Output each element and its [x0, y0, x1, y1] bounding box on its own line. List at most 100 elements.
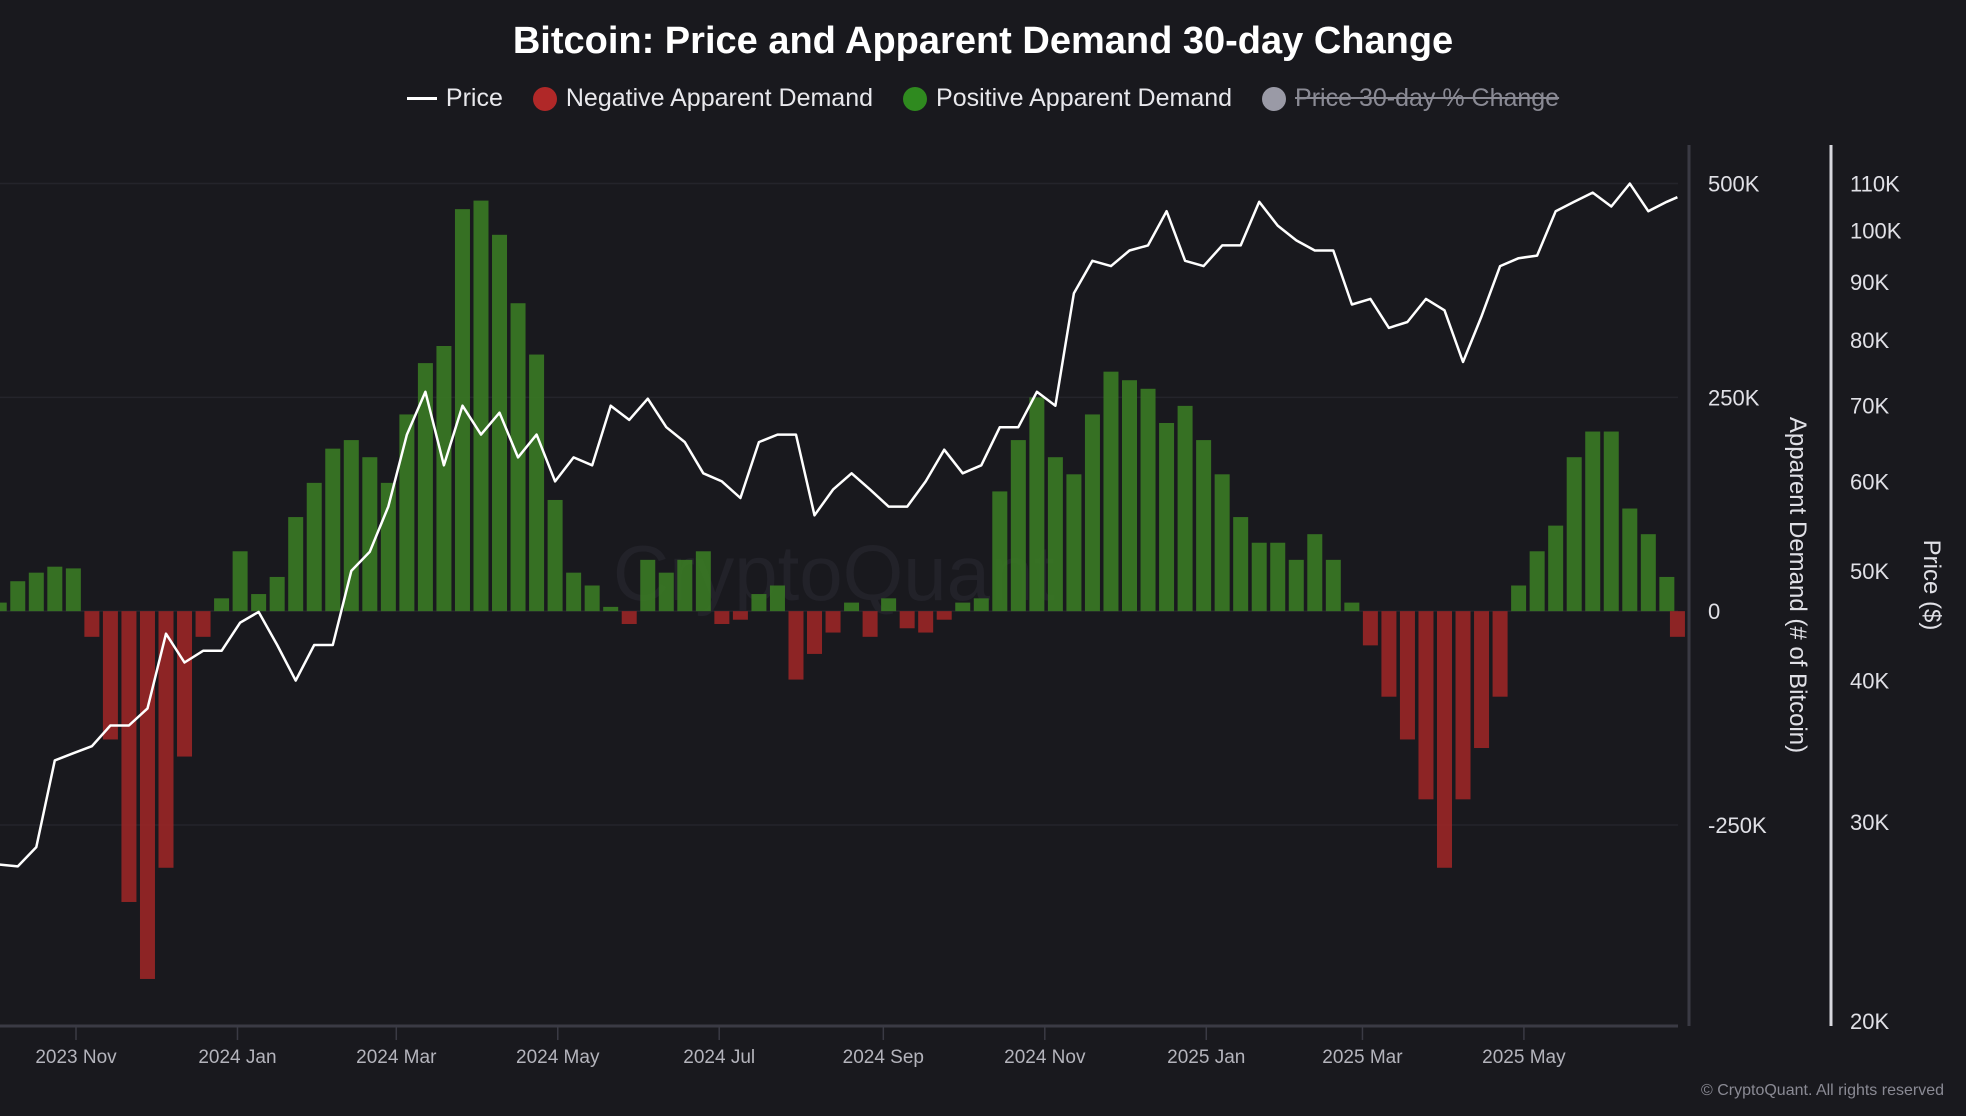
gridlines	[0, 182, 1678, 1028]
price-series	[0, 182, 1678, 868]
legend: Price Negative Apparent Demand Positive …	[0, 84, 1966, 113]
x-axis: 2023 Nov 2024 Jan 2024 Mar 2024 May 2024 Jul…	[35, 1026, 1566, 1068]
x-tick-label: 2025 Mar	[1322, 1047, 1403, 1068]
green-circle-icon	[903, 86, 928, 111]
positive-demand-bar	[881, 598, 897, 612]
demand-bars	[0, 200, 1685, 979]
price-tick-label: 80K	[1850, 328, 1889, 353]
positive-demand-bar	[1548, 525, 1564, 612]
x-tick-label: 2024 Jul	[683, 1047, 755, 1068]
demand-tick-label: 250K	[1708, 385, 1760, 410]
x-tick-label: 2024 Sep	[843, 1047, 924, 1068]
positive-demand-bar	[325, 448, 341, 612]
price-tick-label: 90K	[1850, 270, 1889, 295]
positive-demand-bar	[603, 606, 619, 612]
positive-demand-bar	[454, 209, 470, 612]
negative-demand-bar	[1436, 611, 1452, 868]
positive-demand-bar	[436, 346, 452, 612]
positive-demand-bar	[1214, 474, 1230, 612]
price-line	[0, 182, 1678, 868]
x-tick-label: 2024 Nov	[1004, 1047, 1086, 1068]
positive-demand-bar	[1511, 585, 1527, 612]
negative-demand-bar	[139, 611, 155, 979]
legend-label: Price 30-day % Change	[1295, 84, 1560, 112]
positive-demand-bar	[1010, 440, 1026, 612]
positive-demand-bar	[547, 499, 563, 612]
positive-demand-bar	[1140, 388, 1156, 612]
negative-demand-bar	[195, 611, 211, 637]
demand-tick-label: -250K	[1708, 813, 1767, 838]
positive-demand-bar	[566, 572, 582, 612]
positive-demand-bar	[1307, 534, 1323, 612]
negative-demand-bar	[1669, 611, 1685, 637]
copyright: © CryptoQuant. All rights reserved	[1701, 1082, 1944, 1099]
negative-demand-bar	[1362, 611, 1378, 646]
positive-demand-bar	[1084, 414, 1100, 612]
negative-demand-bar	[1455, 611, 1471, 800]
price-tick-label: 60K	[1850, 469, 1889, 494]
positive-demand-bar	[1659, 576, 1675, 612]
positive-demand-bar	[1103, 371, 1119, 612]
positive-demand-bar	[658, 572, 674, 612]
positive-demand-bar	[269, 576, 285, 612]
positive-demand-bar	[0, 602, 7, 612]
legend-label: Price	[445, 84, 503, 112]
positive-demand-bar	[529, 354, 545, 612]
positive-demand-bar	[1288, 559, 1304, 612]
negative-demand-bar	[899, 611, 915, 629]
demand-tick-label: 500K	[1708, 171, 1760, 196]
positive-demand-bar	[362, 457, 378, 612]
negative-demand-bar	[621, 611, 637, 624]
legend-item-positive-demand[interactable]: Positive Apparent Demand	[903, 84, 1232, 113]
price-axis-title: Price ($)	[1918, 540, 1945, 631]
positive-demand-bar	[1122, 380, 1138, 612]
x-tick-label: 2025 Jan	[1167, 1047, 1245, 1068]
positive-demand-bar	[28, 572, 44, 612]
x-tick-label: 2024 Mar	[356, 1047, 437, 1068]
x-tick-label: 2023 Nov	[35, 1047, 117, 1068]
legend-item-price-change-disabled[interactable]: Price 30-day % Change	[1262, 84, 1559, 113]
legend-item-price[interactable]: Price	[406, 84, 503, 113]
legend-item-negative-demand[interactable]: Negative Apparent Demand	[532, 84, 874, 113]
legend-label: Positive Apparent Demand	[936, 84, 1233, 112]
positive-demand-bar	[1585, 431, 1601, 612]
positive-demand-bar	[1177, 405, 1193, 612]
positive-demand-bar	[992, 491, 1008, 612]
positive-demand-bar	[1640, 534, 1656, 612]
negative-demand-bar	[1381, 611, 1397, 697]
positive-demand-bar	[1159, 422, 1175, 612]
positive-demand-bar	[769, 585, 785, 612]
negative-demand-bar	[1399, 611, 1415, 740]
positive-demand-bar	[955, 602, 971, 612]
price-tick-label: 20K	[1850, 1009, 1889, 1034]
positive-demand-bar	[1566, 457, 1582, 612]
negative-demand-bar	[825, 611, 841, 633]
positive-demand-bar	[306, 482, 322, 612]
positive-demand-bar	[1622, 508, 1638, 612]
negative-demand-bar	[1418, 611, 1434, 800]
negative-demand-bar	[807, 611, 823, 654]
positive-demand-bar	[65, 568, 81, 612]
positive-demand-bar	[1196, 440, 1212, 612]
legend-label: Negative Apparent Demand	[565, 84, 874, 112]
red-circle-icon	[532, 86, 557, 111]
positive-demand-bar	[232, 551, 248, 612]
positive-demand-bar	[251, 594, 267, 612]
negative-demand-bar	[102, 611, 118, 740]
positive-demand-bar	[1325, 559, 1341, 612]
price-tick-label: 70K	[1850, 394, 1889, 419]
price-tick-label: 40K	[1850, 669, 1889, 694]
positive-demand-bar	[214, 598, 230, 612]
negative-demand-bar	[714, 611, 730, 624]
positive-demand-bar	[640, 559, 656, 612]
price-tick-label: 110K	[1850, 172, 1900, 197]
negative-demand-bar	[158, 611, 174, 868]
demand-tick-label: 0	[1708, 599, 1720, 624]
x-tick-label: 2024 May	[516, 1047, 600, 1068]
positive-demand-bar	[1066, 474, 1082, 612]
positive-demand-bar	[1251, 542, 1267, 612]
negative-demand-bar	[177, 611, 193, 757]
negative-demand-bar	[862, 611, 878, 637]
positive-demand-bar	[492, 234, 508, 612]
